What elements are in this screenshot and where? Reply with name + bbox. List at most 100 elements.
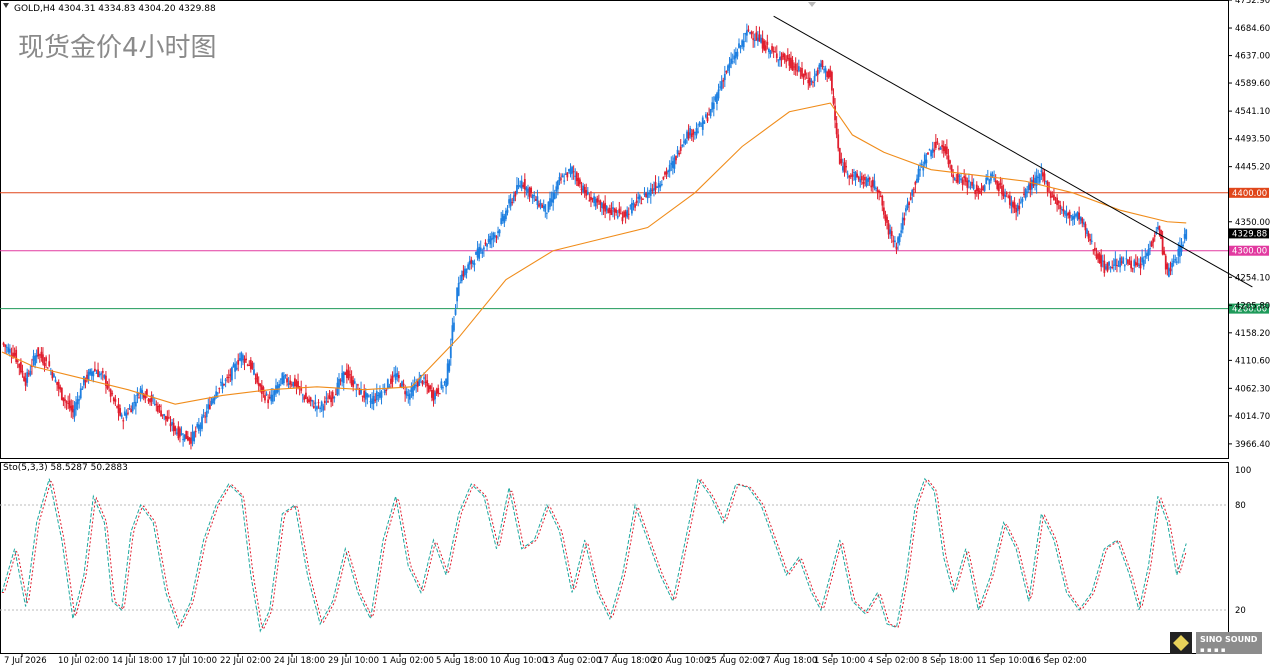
- candle-body: [635, 200, 638, 203]
- candle-body: [344, 372, 347, 375]
- current-price-tag: [1229, 228, 1269, 239]
- candle-body: [325, 397, 328, 399]
- candle-body: [763, 40, 766, 51]
- oscillator-frame: [0, 462, 1229, 654]
- candle-body: [881, 195, 884, 206]
- candle-body: [749, 32, 751, 34]
- candle-body: [1145, 253, 1148, 256]
- candle-body: [120, 414, 123, 417]
- candle-body: [808, 77, 811, 86]
- candle-body: [1171, 262, 1173, 268]
- candle-body: [506, 209, 509, 213]
- candle-body: [1100, 255, 1103, 267]
- candle-body: [380, 391, 383, 398]
- candle-body: [191, 431, 194, 441]
- candle-body: [716, 93, 718, 104]
- candle-body: [756, 37, 759, 42]
- candle-body: [352, 380, 355, 387]
- candle-body: [353, 381, 356, 384]
- candle-body: [613, 208, 616, 213]
- candle-body: [448, 360, 451, 372]
- candle-body: [608, 207, 611, 213]
- candle-body: [734, 52, 737, 59]
- candle-body: [408, 393, 411, 400]
- candle-body: [86, 374, 88, 380]
- candle-body: [229, 374, 232, 377]
- candle-body: [714, 96, 717, 101]
- candle-body: [1130, 260, 1133, 269]
- candle-body: [218, 388, 221, 390]
- candle-body: [18, 363, 21, 368]
- candle-body: [1108, 261, 1110, 266]
- candle-body: [648, 192, 651, 195]
- candle-body: [556, 180, 559, 190]
- candle-body: [897, 237, 899, 244]
- candle-body: [564, 173, 567, 175]
- candle-body: [316, 406, 318, 410]
- candle-body: [923, 154, 926, 165]
- candle-body: [1008, 195, 1011, 205]
- candle-body: [1019, 201, 1022, 203]
- candle-body: [27, 373, 30, 375]
- candle-body: [1045, 181, 1047, 183]
- candle-body: [407, 394, 410, 397]
- candle-body: [232, 364, 235, 368]
- candle-body: [328, 395, 331, 399]
- candle-body: [1168, 267, 1170, 277]
- candle-body: [831, 72, 833, 91]
- candle-body: [956, 173, 959, 183]
- candle-body: [251, 362, 254, 369]
- candle-body: [158, 405, 161, 408]
- candle-body: [571, 166, 573, 174]
- candle-body: [1122, 257, 1125, 264]
- candle-body: [497, 231, 499, 234]
- candle-body: [905, 208, 907, 212]
- candle-body: [1002, 191, 1005, 197]
- trend-line[interactable]: [773, 15, 1253, 288]
- candle-body: [890, 231, 893, 237]
- candle-body: [42, 354, 44, 364]
- time-label: 25 Aug 02:00: [706, 656, 763, 666]
- oscillator-header: Sto(5,3,3) 58.5287 50.2883: [3, 463, 128, 473]
- price-tick-label: 4350.00: [1235, 218, 1270, 228]
- candle-body: [1081, 218, 1084, 224]
- candle-body: [270, 394, 273, 402]
- candle-body: [925, 159, 928, 164]
- candle-body: [1142, 259, 1145, 267]
- trend-line-segment[interactable]: [773, 15, 1253, 288]
- candle-body: [1149, 248, 1151, 250]
- candle-body: [916, 178, 918, 183]
- collapse-arrow-icon[interactable]: [3, 3, 9, 8]
- candle-body: [84, 379, 87, 383]
- candle-body: [708, 114, 710, 116]
- candle-body: [941, 144, 944, 148]
- candle-body: [286, 378, 288, 383]
- candle-body: [312, 405, 315, 408]
- candle-body: [670, 162, 673, 165]
- candle-body: [454, 309, 457, 315]
- candle-body: [643, 192, 646, 195]
- candle-body: [64, 399, 66, 402]
- candle-body: [341, 372, 344, 382]
- candle-body: [393, 374, 396, 376]
- candle-body: [879, 195, 882, 197]
- candle-body: [279, 378, 282, 380]
- candle-body: [401, 381, 403, 387]
- candle-body: [616, 215, 619, 218]
- candle-body: [1071, 216, 1074, 221]
- candle-body: [523, 178, 526, 190]
- candle-body: [975, 184, 978, 192]
- candle-body: [1004, 194, 1007, 198]
- scroll-marker-icon[interactable]: [808, 2, 816, 7]
- candle-body: [412, 385, 414, 397]
- candle-body: [944, 146, 947, 154]
- candle-body: [753, 40, 756, 42]
- candle-body: [640, 203, 643, 205]
- price-tick-label: 4062.30: [1235, 384, 1270, 394]
- candle-body: [13, 352, 16, 356]
- level-label: 4400.00: [1232, 189, 1267, 199]
- candle-body: [627, 213, 630, 215]
- oscillator-tick-label: 80: [1235, 501, 1246, 511]
- candle-body: [550, 199, 553, 203]
- candle-body: [164, 415, 167, 420]
